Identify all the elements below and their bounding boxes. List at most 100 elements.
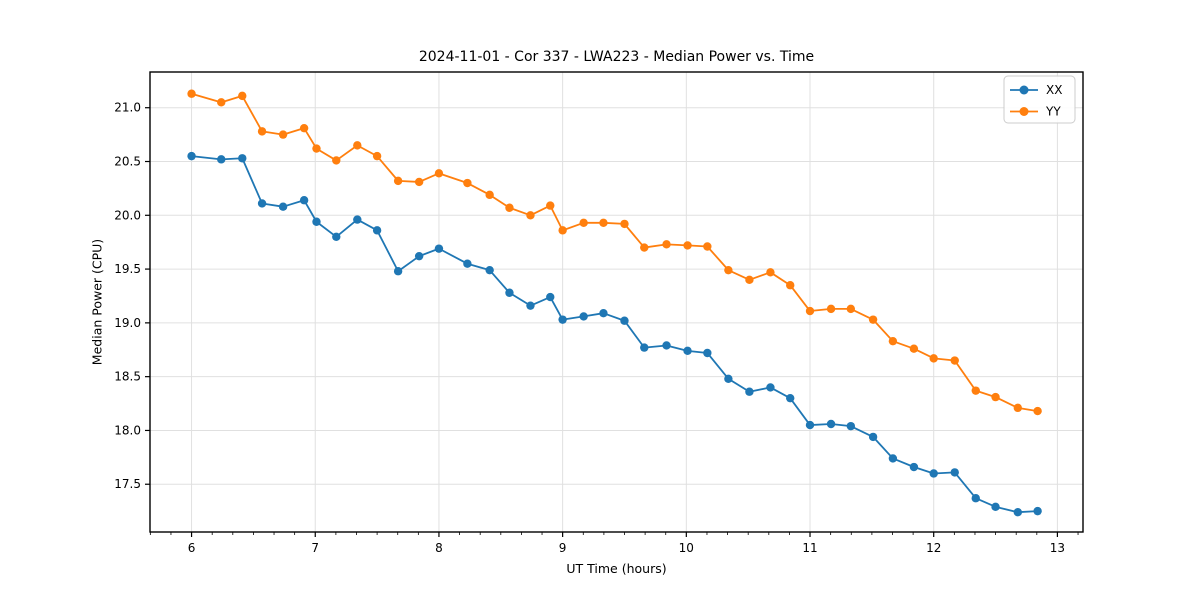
data-point-YY bbox=[257, 127, 267, 136]
data-point-YY bbox=[745, 275, 754, 285]
data-point-XX bbox=[463, 259, 472, 268]
data-point-YY bbox=[393, 176, 403, 186]
data-point-YY bbox=[217, 98, 226, 107]
y-axis-label: Median Power (CPU) bbox=[89, 238, 105, 366]
data-point-XX bbox=[640, 343, 649, 352]
data-point-YY bbox=[991, 392, 1000, 402]
data-point-YY bbox=[703, 242, 712, 251]
data-point-XX bbox=[703, 348, 712, 358]
data-point-YY bbox=[332, 156, 341, 165]
data-point-YY bbox=[463, 178, 472, 188]
x-tick-label: 12 bbox=[926, 541, 941, 555]
data-point-YY bbox=[278, 130, 288, 139]
data-point-XX bbox=[620, 316, 629, 325]
data-point-XX bbox=[846, 421, 856, 431]
data-point-XX bbox=[683, 346, 692, 356]
data-point-YY bbox=[766, 268, 775, 277]
data-point-XX bbox=[312, 217, 321, 226]
y-tick-label: 20.0 bbox=[114, 208, 141, 222]
axes-frame bbox=[149, 71, 1084, 533]
data-point-YY bbox=[640, 243, 649, 252]
data-point-YY bbox=[950, 356, 959, 365]
data-point-XX bbox=[1033, 506, 1042, 516]
data-point-XX bbox=[950, 468, 959, 477]
data-point-XX bbox=[724, 374, 733, 384]
data-point-YY bbox=[888, 336, 898, 346]
data-point-XX bbox=[826, 419, 836, 429]
data-point-XX bbox=[505, 288, 514, 297]
data-point-YY bbox=[724, 265, 733, 275]
data-point-YY bbox=[599, 218, 608, 228]
data-point-YY bbox=[238, 91, 247, 101]
x-tick-label: 11 bbox=[802, 541, 817, 555]
data-point-YY bbox=[620, 219, 629, 229]
data-point-YY bbox=[579, 218, 588, 228]
legend-box bbox=[1003, 75, 1076, 124]
data-point-XX bbox=[599, 308, 608, 318]
data-point-YY bbox=[353, 141, 362, 150]
y-tick-label: 18.5 bbox=[114, 370, 141, 384]
x-tick-label: 7 bbox=[311, 541, 319, 555]
series-line-YY bbox=[191, 92, 1038, 412]
data-point-XX bbox=[991, 502, 1000, 512]
data-point-YY bbox=[546, 201, 555, 210]
y-tick-label: 19.5 bbox=[114, 262, 141, 276]
data-point-XX bbox=[805, 420, 815, 430]
data-point-XX bbox=[546, 292, 555, 302]
y-tick-label: 19.0 bbox=[114, 316, 141, 330]
data-point-YY bbox=[805, 306, 815, 316]
data-point-XX bbox=[414, 251, 424, 261]
data-point-YY bbox=[786, 281, 795, 290]
y-tick-label: 20.5 bbox=[114, 155, 141, 169]
data-point-XX bbox=[558, 315, 567, 324]
data-point-YY bbox=[662, 240, 671, 249]
data-point-YY bbox=[929, 354, 938, 363]
data-point-XX bbox=[299, 196, 309, 205]
data-point-YY bbox=[1033, 406, 1042, 416]
data-point-XX bbox=[662, 341, 671, 350]
series-line-XX bbox=[191, 155, 1038, 514]
data-point-YY bbox=[971, 386, 980, 395]
y-tick-label: 18.0 bbox=[114, 423, 141, 437]
data-point-XX bbox=[278, 202, 288, 211]
data-point-YY bbox=[1013, 403, 1023, 413]
y-tick-label: 17.5 bbox=[114, 477, 141, 491]
x-tick-label: 9 bbox=[559, 541, 567, 555]
data-point-XX bbox=[929, 469, 938, 478]
data-point-XX bbox=[786, 393, 795, 403]
x-tick-label: 6 bbox=[188, 541, 196, 555]
data-point-YY bbox=[434, 169, 444, 178]
data-point-YY bbox=[826, 304, 836, 314]
data-point-YY bbox=[505, 203, 514, 212]
legend-marker bbox=[1019, 107, 1029, 116]
data-point-XX bbox=[485, 265, 494, 275]
chart-title: 2024-11-01 - Cor 337 - LWA223 - Median P… bbox=[418, 49, 815, 65]
data-point-XX bbox=[888, 454, 898, 463]
data-point-YY bbox=[299, 123, 309, 133]
data-point-YY bbox=[485, 190, 494, 200]
x-axis-label: UT Time (hours) bbox=[566, 561, 667, 576]
data-point-XX bbox=[909, 462, 919, 472]
data-point-XX bbox=[257, 199, 267, 208]
x-tick-label: 8 bbox=[435, 541, 443, 555]
data-point-XX bbox=[372, 226, 382, 235]
data-point-XX bbox=[971, 494, 980, 503]
legend-label: XX bbox=[1046, 83, 1062, 97]
data-point-XX bbox=[187, 151, 196, 161]
data-point-XX bbox=[217, 155, 226, 164]
data-point-YY bbox=[414, 177, 424, 187]
data-point-YY bbox=[187, 89, 196, 98]
data-point-YY bbox=[372, 151, 382, 161]
y-tick-label: 21.0 bbox=[114, 101, 141, 115]
data-point-XX bbox=[353, 215, 362, 224]
data-point-XX bbox=[745, 387, 754, 396]
data-point-XX bbox=[766, 383, 775, 392]
data-point-XX bbox=[579, 312, 588, 321]
legend-label: YY bbox=[1045, 105, 1061, 119]
data-point-YY bbox=[526, 211, 535, 220]
data-point-XX bbox=[238, 154, 247, 163]
x-tick-label: 10 bbox=[679, 541, 694, 555]
data-point-YY bbox=[558, 226, 567, 235]
